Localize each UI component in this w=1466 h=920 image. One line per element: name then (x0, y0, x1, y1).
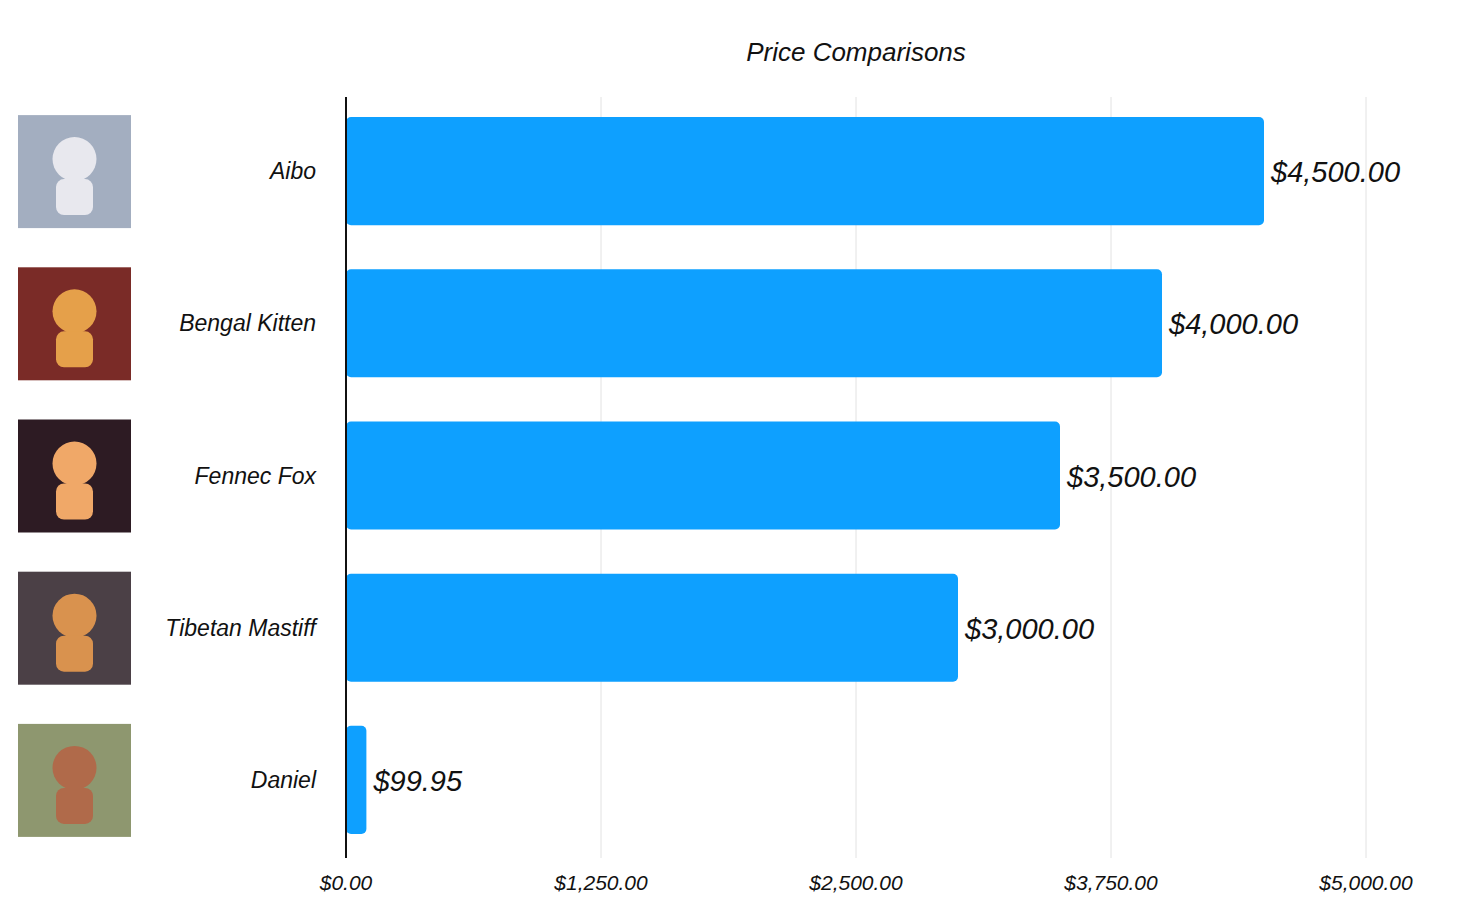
data-label: $3,500.00 (1066, 461, 1196, 493)
icon-bg (18, 115, 131, 228)
data-label: $4,000.00 (1168, 308, 1298, 340)
tick-label: $5,000.00 (1318, 871, 1413, 894)
bar (346, 726, 366, 834)
tick-label: $1,250.00 (553, 871, 648, 894)
data-label: $3,000.00 (964, 613, 1094, 645)
category-icon (18, 572, 131, 685)
bar (346, 269, 1162, 377)
icon-body (56, 179, 93, 215)
bars (346, 117, 1264, 834)
category-label: Tibetan Mastiff (165, 615, 318, 641)
bar (346, 117, 1264, 225)
category-label: Bengal Kitten (179, 310, 316, 336)
category-icon (18, 420, 131, 533)
icon-head (53, 289, 97, 333)
chart-svg: Price Comparisons $0.00 $1,250.00 $2,500.00… (0, 0, 1466, 920)
icon-head (53, 137, 97, 181)
data-label: $4,500.00 (1270, 156, 1400, 188)
icon-head (53, 442, 97, 486)
category-icon (18, 115, 131, 228)
bar (346, 574, 958, 682)
icon-bg (18, 572, 131, 685)
category-label: Aibo (268, 158, 316, 184)
bar (346, 421, 1060, 529)
icon-bg (18, 267, 131, 380)
grid-line (1366, 97, 1367, 858)
icon-bg (18, 420, 131, 533)
icon-body (56, 788, 93, 824)
data-label: $99.95 (372, 765, 463, 797)
icon-head (53, 746, 97, 790)
category-label: Daniel (251, 767, 317, 793)
category-label: Fennec Fox (195, 463, 318, 489)
axis-line (345, 97, 347, 858)
category-icon (18, 724, 131, 837)
tick-label: $3,750.00 (1063, 871, 1158, 894)
icon-head (53, 594, 97, 638)
chart-root: Price Comparisons $0.00 $1,250.00 $2,500.00… (0, 0, 1466, 920)
chart-title: Price Comparisons (746, 37, 966, 67)
icon-body (56, 636, 93, 672)
tick-label: $2,500.00 (808, 871, 903, 894)
icon-body (56, 484, 93, 520)
category-icon (18, 267, 131, 380)
icon-body (56, 331, 93, 367)
icon-bg (18, 724, 131, 837)
tick-label: $0.00 (319, 871, 373, 894)
